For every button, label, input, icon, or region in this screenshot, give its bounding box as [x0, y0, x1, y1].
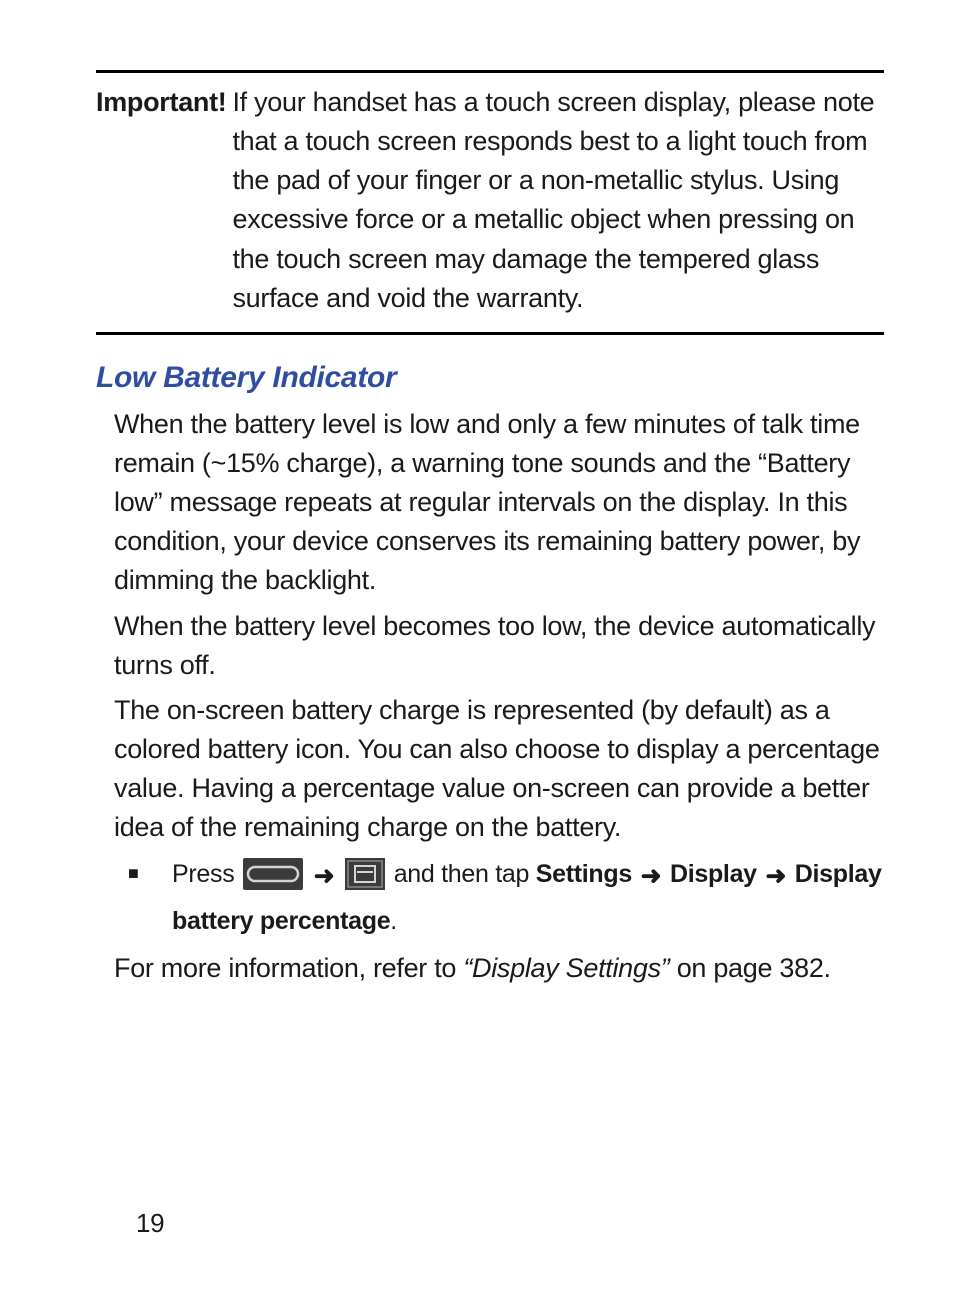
- home-button-icon: [243, 858, 303, 902]
- step-and-then-tap: and then tap: [394, 860, 536, 888]
- step-display: Display: [670, 860, 757, 888]
- ref-suffix: on page 382.: [677, 953, 831, 983]
- ref-link-text: “Display Settings”: [463, 953, 676, 983]
- step-press: Press: [172, 860, 241, 888]
- paragraph-3: The on-screen battery charge is represen…: [96, 691, 884, 848]
- menu-button-icon: [345, 858, 385, 902]
- important-label: Important!: [96, 83, 232, 122]
- page-number: 19: [136, 1208, 164, 1239]
- paragraph-2: When the battery level becomes too low, …: [96, 607, 884, 685]
- reference-line: For more information, refer to “Display …: [96, 949, 884, 988]
- arrow-right-icon: ➜: [314, 857, 335, 896]
- important-text: If your handset has a touch screen displ…: [232, 83, 884, 318]
- step-settings: Settings: [536, 860, 632, 888]
- instruction-step: ■ Press ➜ and then tap Settings: [96, 855, 884, 941]
- arrow-right-icon: ➜: [641, 857, 662, 896]
- paragraph-1: When the battery level is low and only a…: [96, 405, 884, 601]
- instruction-content: Press ➜ and then tap Settings ➜ Displ: [172, 855, 884, 941]
- bullet-square-icon: ■: [128, 855, 172, 888]
- manual-page: Important! If your handset has a touch s…: [0, 0, 954, 1295]
- step-period: .: [390, 907, 397, 935]
- arrow-right-icon: ➜: [765, 857, 786, 896]
- important-note-box: Important! If your handset has a touch s…: [96, 70, 884, 335]
- ref-prefix: For more information, refer to: [114, 953, 463, 983]
- section-heading-low-battery: Low Battery Indicator: [96, 361, 884, 395]
